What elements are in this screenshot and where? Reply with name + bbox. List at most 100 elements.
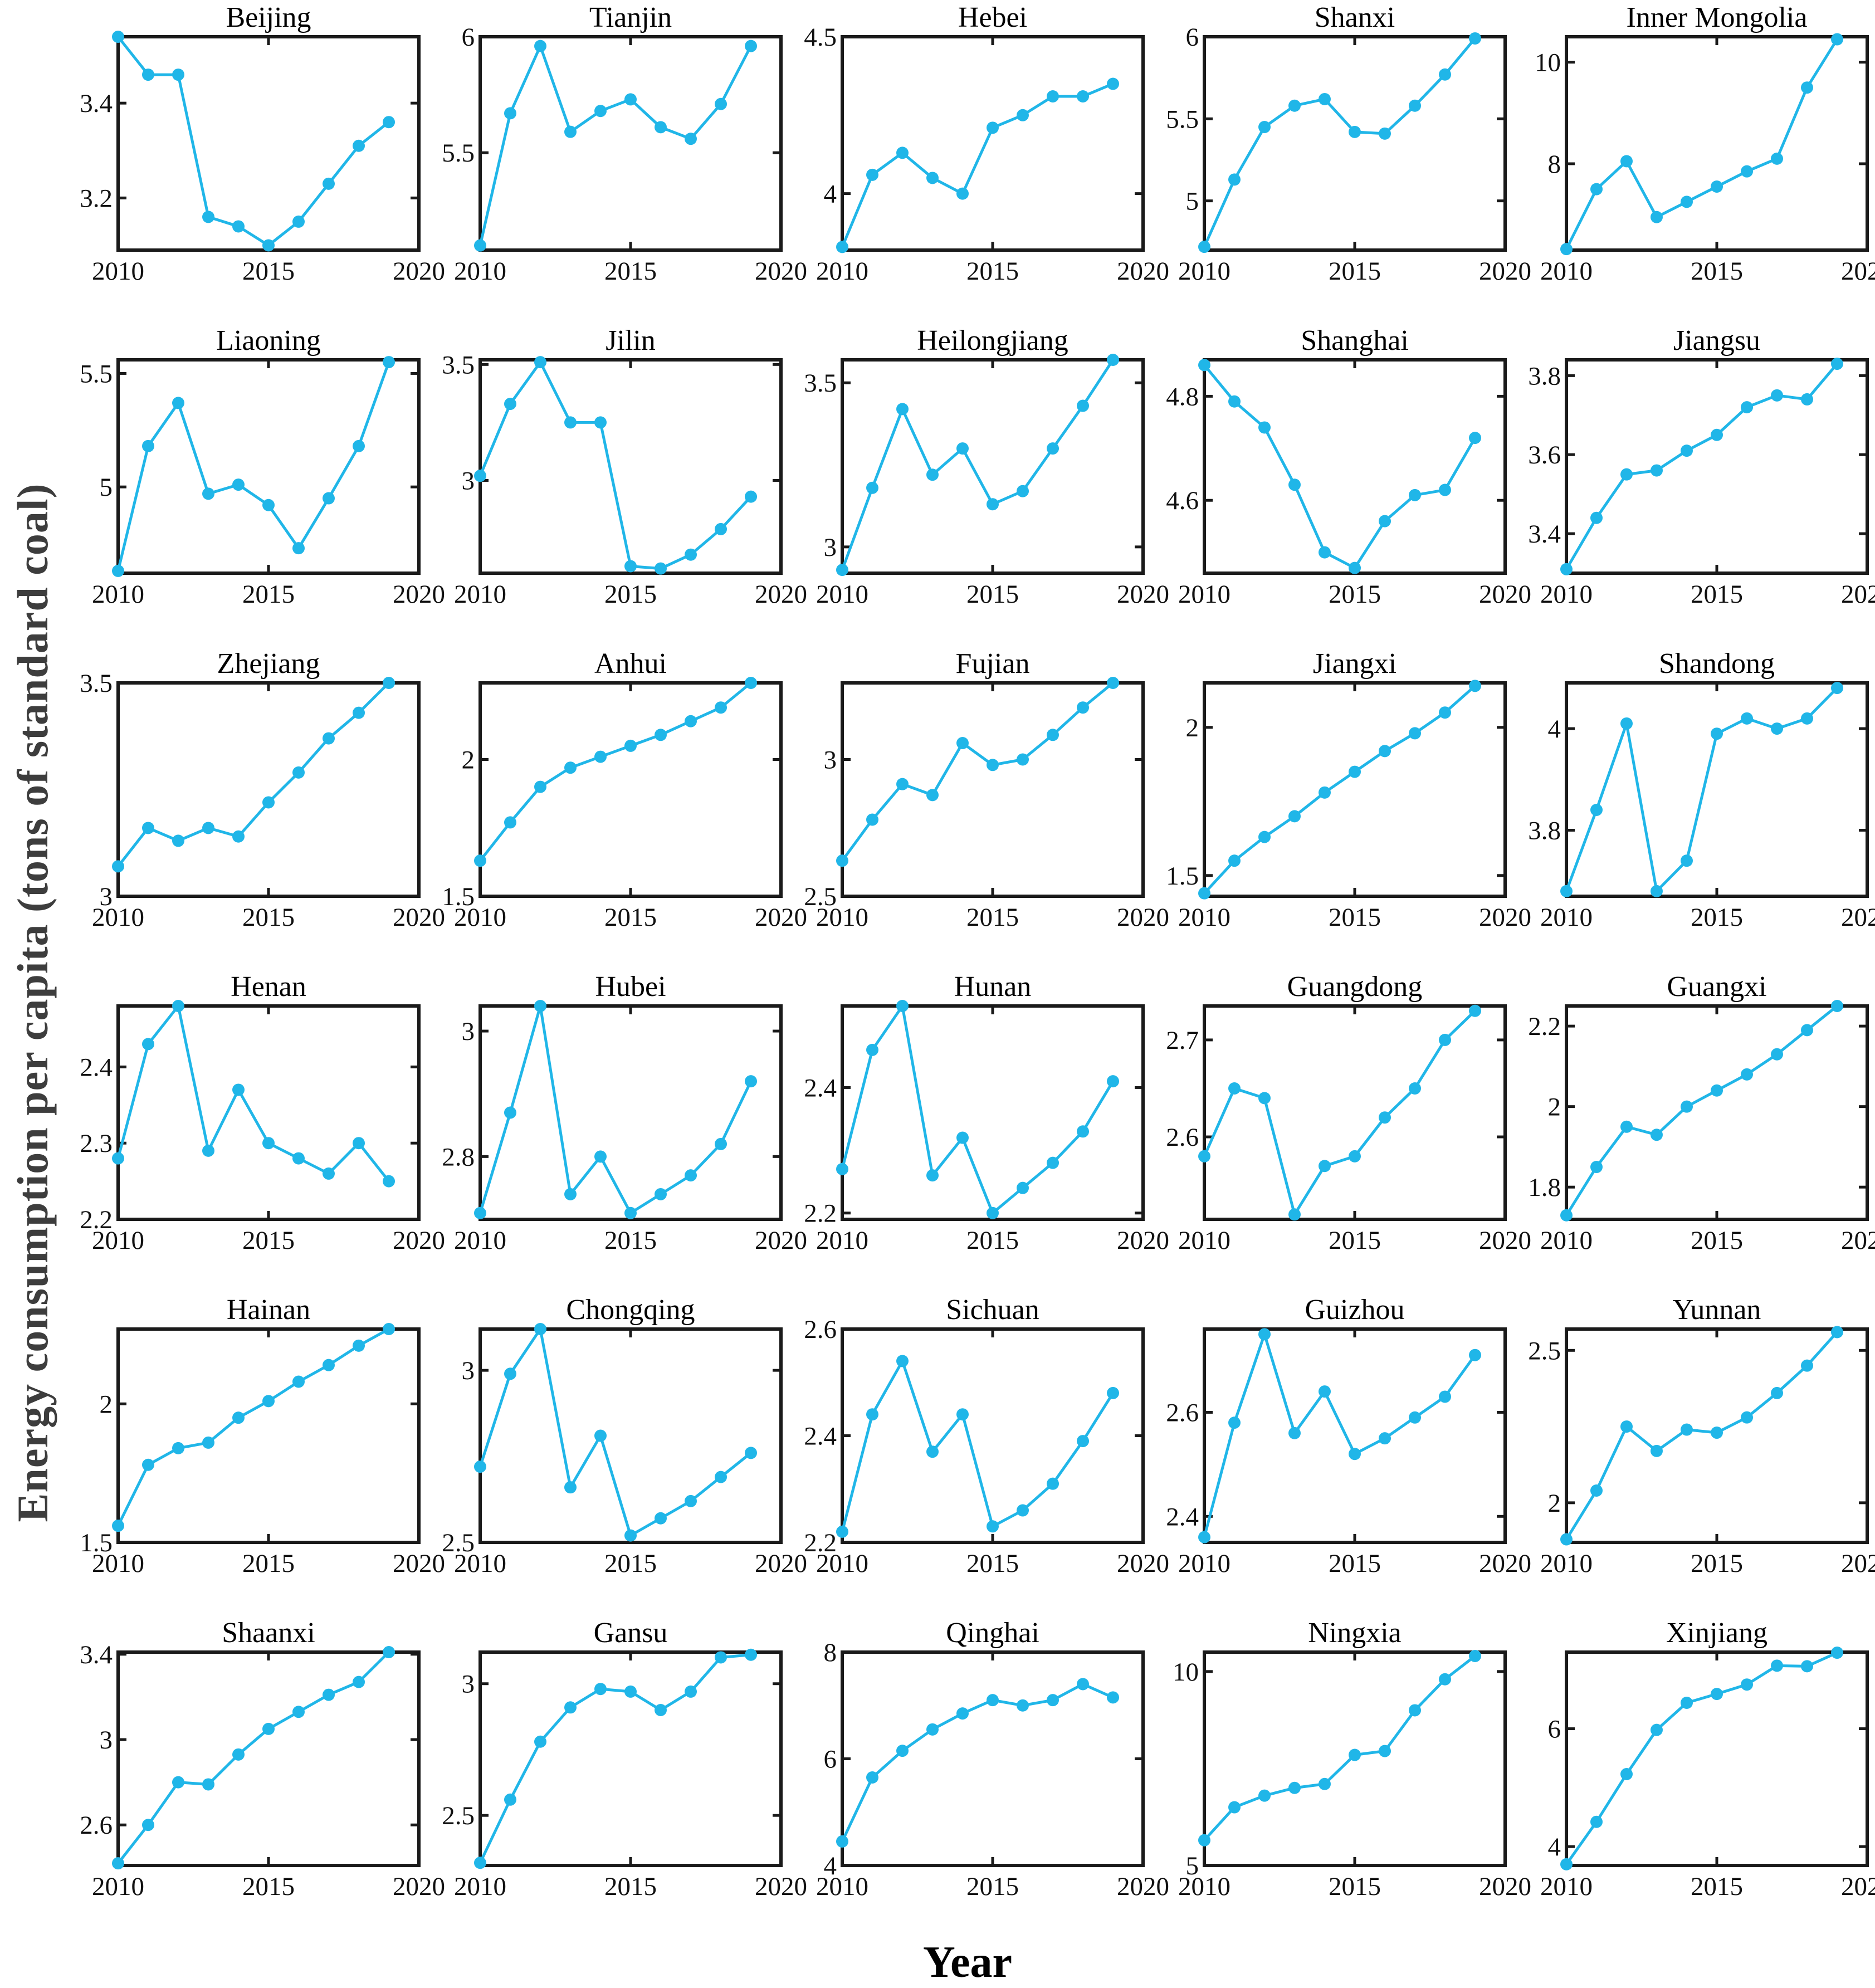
chart-chongqing: Chongqing 2010 2015 2020 2.5 3	[442, 1294, 807, 1578]
x-tick-label: 2020	[1479, 903, 1531, 932]
data-point-marker	[1469, 680, 1481, 692]
data-point-marker	[1107, 1075, 1119, 1088]
data-point-marker	[504, 1793, 516, 1806]
data-point-marker	[1590, 1484, 1603, 1497]
chart-yunnan: Yunnan 2010 2015 2020 2 2.5	[1528, 1294, 1875, 1578]
chart-hubei: Hubei 2010 2015 2020 2.8 3	[442, 971, 807, 1255]
chart-heilongjiang: Heilongjiang 2010 2015 2020 3 3.5	[804, 325, 1169, 609]
data-point-marker	[534, 1000, 546, 1012]
data-point-marker	[1017, 1181, 1029, 1194]
data-point-marker	[1349, 765, 1361, 778]
data-point-marker	[1017, 1699, 1029, 1712]
x-tick-label: 2020	[1117, 580, 1169, 609]
chart-title: Guizhou	[1305, 1294, 1404, 1326]
series-line	[1203, 1654, 1477, 1842]
data-point-marker	[1379, 515, 1391, 527]
series-line	[116, 1650, 390, 1865]
data-point-marker	[1469, 1004, 1481, 1017]
data-point-marker	[866, 481, 878, 494]
x-tick-label: 2015	[1691, 257, 1743, 286]
data-point-marker	[534, 40, 546, 52]
data-point-marker	[926, 1445, 939, 1458]
data-point-marker	[1651, 211, 1663, 223]
axes-frame	[116, 1327, 421, 1544]
x-tick-label: 2015	[1691, 1872, 1743, 1901]
x-tick-label: 2015	[966, 1872, 1019, 1901]
y-tick-label: 2.6	[804, 1315, 837, 1344]
axes-frame	[478, 358, 783, 575]
data-point-marker	[504, 1367, 516, 1380]
data-point-marker	[1651, 1723, 1663, 1736]
data-point-marker	[1077, 701, 1089, 714]
axes-frame	[841, 358, 1145, 575]
data-point-marker	[1831, 33, 1843, 46]
chart-shandong: Shandong 2010 2015 2020 3.8 4	[1528, 648, 1875, 932]
data-point-marker	[624, 1207, 637, 1219]
data-point-marker	[292, 215, 305, 228]
data-point-marker	[655, 1704, 667, 1717]
data-point-marker	[745, 1447, 757, 1459]
data-point-marker	[142, 1819, 154, 1831]
series-line	[1565, 362, 1839, 571]
data-point-marker	[262, 499, 275, 511]
charts-grid: Beijing 2010 2015 2020 3.2 3.4 Tianjin 2010 2015…	[62, 2, 1875, 1941]
data-point-marker	[1651, 464, 1663, 477]
x-tick-label: 2020	[1479, 257, 1531, 286]
data-point-marker	[956, 1707, 969, 1720]
x-tick-label: 2015	[242, 903, 295, 932]
data-point-marker	[956, 1408, 969, 1421]
y-tick-label: 5	[1186, 187, 1199, 216]
data-point-marker	[172, 69, 184, 81]
data-point-marker	[987, 121, 999, 134]
data-point-marker	[1741, 1068, 1753, 1081]
chart-title: Liaoning	[216, 325, 321, 356]
subplot-gansu: Gansu 2010 2015 2020 2.5 3	[424, 1617, 807, 1941]
y-tick-label: 2.5	[442, 1801, 475, 1830]
axes-frame	[1203, 1327, 1507, 1544]
y-tick-label: 2	[1548, 1489, 1561, 1518]
data-point-marker	[232, 1411, 245, 1424]
data-point-marker	[172, 1442, 184, 1454]
y-tick-label: 3.4	[80, 89, 113, 118]
data-point-marker	[1319, 1777, 1331, 1790]
subplot-beijing: Beijing 2010 2015 2020 3.2 3.4	[62, 2, 445, 325]
chart-shaanxi: Shaanxi 2010 2015 2020 2.6 3 3.4	[80, 1617, 445, 1901]
data-point-marker	[1349, 561, 1361, 574]
data-point-marker	[715, 1651, 727, 1664]
chart-title: Sichuan	[946, 1294, 1039, 1326]
data-point-marker	[564, 416, 577, 429]
y-tick-label: 3	[824, 745, 837, 774]
y-tick-label: 5	[100, 473, 113, 502]
chart-title: Shandong	[1659, 648, 1775, 680]
data-point-marker	[534, 780, 546, 793]
x-tick-label: 2020	[755, 903, 807, 932]
data-point-marker	[655, 121, 667, 134]
series-line	[478, 1327, 753, 1537]
x-tick-label: 2010	[1540, 580, 1593, 609]
data-point-marker	[1198, 1834, 1210, 1847]
x-tick-label: 2020	[755, 257, 807, 286]
data-point-marker	[715, 97, 727, 110]
data-point-marker	[1560, 1858, 1573, 1870]
data-point-marker	[1620, 155, 1633, 168]
chart-gansu: Gansu 2010 2015 2020 2.5 3	[442, 1617, 807, 1901]
data-point-marker	[1831, 358, 1843, 370]
y-tick-label: 2.5	[1528, 1336, 1561, 1365]
data-point-marker	[112, 860, 124, 873]
data-point-marker	[1469, 1349, 1481, 1361]
data-point-marker	[323, 177, 335, 190]
series-line	[116, 1004, 390, 1183]
data-point-marker	[594, 416, 607, 429]
y-tick-label: 1.5	[1166, 862, 1199, 891]
x-tick-label: 2020	[393, 1226, 445, 1255]
x-tick-label: 2010	[454, 1872, 506, 1901]
data-point-marker	[715, 1471, 727, 1483]
x-tick-label: 2020	[755, 1549, 807, 1578]
data-point-marker	[202, 211, 214, 223]
data-point-marker	[1741, 165, 1753, 178]
y-tick-label: 3	[462, 466, 475, 495]
data-point-marker	[655, 562, 667, 575]
data-point-marker	[474, 1461, 486, 1473]
data-point-marker	[1077, 1678, 1089, 1691]
data-point-marker	[1409, 1082, 1421, 1095]
